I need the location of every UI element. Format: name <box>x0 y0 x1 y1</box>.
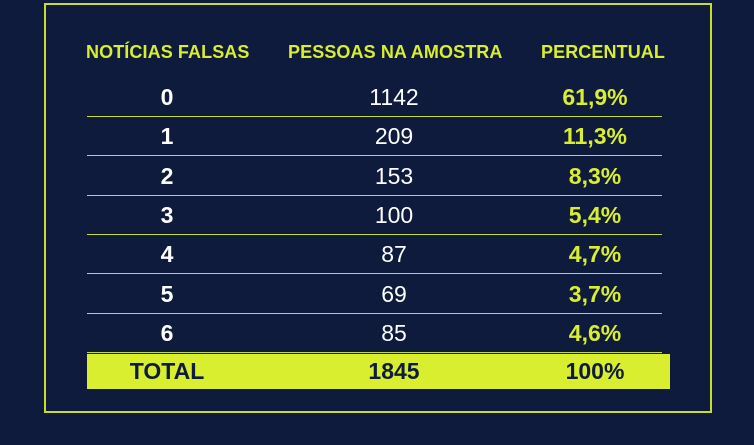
cell-fake-news-count: 0 <box>160 84 174 110</box>
total-people: 1845 <box>368 358 420 384</box>
cell-fake-news-count: 6 <box>160 319 174 346</box>
cell-people-in-sample: 100 <box>374 201 414 228</box>
total-percent: 100% <box>565 358 625 384</box>
total-row: TOTAL 1845 100% <box>87 354 670 389</box>
cell-percentage: 4,6% <box>568 319 622 346</box>
cell-percentage: 3,7% <box>568 280 622 307</box>
cell-people-in-sample: 69 <box>381 280 407 307</box>
cell-people-in-sample: 209 <box>374 123 414 150</box>
table-row: 3 100 5,4% <box>87 196 662 235</box>
table-row: 5 69 3,7% <box>87 275 662 314</box>
cell-fake-news-count: 1 <box>160 123 174 150</box>
table-row: 0 1142 61,9% <box>87 78 662 117</box>
column-header-people-in-sample: PESSOAS NA AMOSTRA <box>288 42 503 62</box>
table-row: 4 87 4,7% <box>87 235 662 275</box>
table-row: 2 153 8,3% <box>87 157 662 196</box>
cell-fake-news-count: 4 <box>160 241 174 268</box>
cell-percentage: 5,4% <box>568 201 622 228</box>
cell-people-in-sample: 87 <box>381 241 407 268</box>
cell-percentage: 4,7% <box>568 241 622 268</box>
cell-fake-news-count: 3 <box>160 201 174 228</box>
total-label: TOTAL <box>129 358 205 384</box>
cell-percentage: 11,3% <box>563 123 627 150</box>
table-row: 1 209 11,3% <box>87 117 662 157</box>
cell-percentage: 8,3% <box>568 162 622 189</box>
cell-fake-news-count: 5 <box>160 280 174 307</box>
cell-people-in-sample: 1142 <box>369 84 419 110</box>
table-frame <box>44 3 712 413</box>
cell-people-in-sample: 153 <box>374 162 414 189</box>
column-header-percentage: PERCENTUAL <box>541 42 666 62</box>
cell-people-in-sample: 85 <box>381 319 407 346</box>
column-header-fake-news: NOTÍCIAS FALSAS <box>86 42 250 62</box>
table-row: 6 85 4,6% <box>87 314 662 353</box>
cell-percentage: 61,9% <box>562 84 628 110</box>
cell-fake-news-count: 2 <box>160 162 174 189</box>
